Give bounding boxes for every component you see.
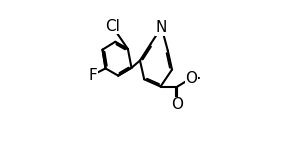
- Text: O: O: [171, 97, 183, 112]
- Text: Cl: Cl: [105, 19, 120, 34]
- Text: N: N: [156, 20, 167, 35]
- Text: O: O: [185, 71, 197, 86]
- Text: F: F: [88, 68, 97, 83]
